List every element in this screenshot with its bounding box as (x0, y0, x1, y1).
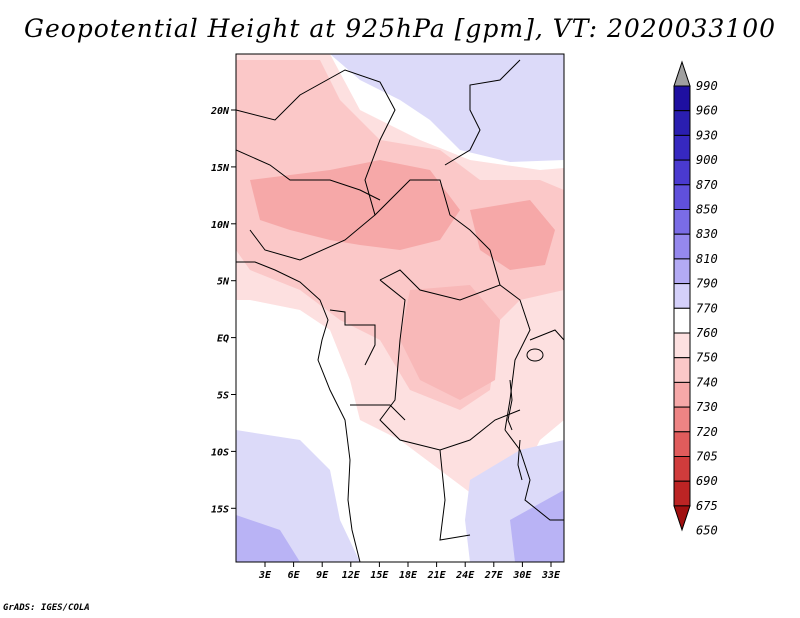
colorbar-swatch (673, 85, 691, 112)
colorbar-arrow-bottom (673, 505, 691, 532)
lat-label: 5N (217, 277, 230, 288)
colorbar-swatch (673, 480, 691, 507)
colorbar-swatch (673, 406, 691, 433)
colorbar: 990 960 930 900 870 850 830 810 790 770 760 750 740 7… (673, 60, 718, 538)
lon-label: 24E (455, 570, 475, 581)
colorbar-swatch (673, 307, 691, 334)
credit-label: GrADS: IGES/COLA (3, 603, 90, 613)
colorbar-label: 720 (696, 425, 718, 439)
colorbar-label: 960 (696, 104, 718, 118)
colorbar-label: 730 (696, 400, 718, 414)
lakes (507, 348, 544, 481)
lon-label: 21E (427, 570, 447, 581)
chart-title: Geopotential Height at 925hPa [gpm], VT:… (23, 14, 777, 43)
colorbar-label: 990 (696, 79, 718, 93)
colorbar-label: 740 (696, 375, 718, 389)
colorbar-label: 830 (696, 227, 718, 241)
lon-label: 9E (316, 570, 329, 581)
colorbar-label: 705 (696, 450, 718, 464)
colorbar-arrow-top (673, 60, 691, 87)
lon-label: 18E (399, 570, 418, 581)
lon-label: 30E (512, 570, 532, 581)
lat-label: 15N (211, 163, 230, 174)
colorbar-swatch (673, 431, 691, 457)
lat-label: 5S (217, 391, 229, 402)
lat-axis: 20N 15N 10N 5N EQ 5S 10S 15S (210, 106, 236, 515)
lat-label: 10N (211, 220, 230, 231)
colorbar-swatch (673, 332, 691, 359)
colorbar-label: 675 (696, 499, 718, 513)
colorbar-swatch (673, 381, 691, 408)
lon-axis: 3E 6E 9E 12E 15E 18E 21E 24E 27E 30E 33E (258, 562, 561, 581)
colorbar-swatch (673, 209, 691, 235)
colorbar-label: 770 (696, 301, 718, 315)
lon-label: 3E (258, 570, 272, 581)
colorbar-label: 900 (696, 153, 718, 167)
colorbar-swatch (673, 134, 691, 161)
lon-label: 33E (541, 570, 561, 581)
colorbar-label: 750 (696, 351, 718, 365)
colorbar-swatch (673, 283, 691, 309)
colorbar-label: 870 (696, 178, 718, 192)
lon-label: 6E (288, 570, 301, 581)
lat-label: 15S (211, 504, 229, 515)
colorbar-swatch (673, 110, 691, 136)
map-area (235, 53, 565, 563)
lon-label: 12E (342, 570, 361, 581)
lon-label: 27E (484, 570, 504, 581)
colorbar-label: 690 (696, 474, 718, 488)
colorbar-swatch (673, 159, 691, 186)
colorbar-swatch (673, 258, 691, 285)
coastlines-borders (236, 59, 564, 562)
lat-label: EQ (217, 334, 229, 345)
colorbar-label: 790 (696, 277, 718, 291)
contour-730-zone-east (470, 200, 555, 270)
contour-790-zone-sw (236, 515, 300, 562)
contour-790-zone-se (510, 490, 564, 562)
contour-770-zone-ne (330, 54, 564, 162)
map-frame (235, 53, 565, 563)
colorbar-label: 850 (696, 203, 718, 217)
contour-730-zone-congo (400, 285, 500, 400)
colorbar-label: 930 (696, 128, 718, 142)
colorbar-label: 810 (696, 252, 718, 266)
lon-label: 15E (370, 570, 389, 581)
colorbar-label: 760 (696, 326, 718, 340)
colorbar-label: 650 (696, 524, 718, 538)
lat-label: 10S (211, 447, 229, 458)
colorbar-swatch (673, 357, 691, 383)
colorbar-swatch (673, 184, 691, 211)
colorbar-swatch (673, 233, 691, 260)
lat-label: 20N (210, 106, 230, 117)
colorbar-swatch (673, 456, 691, 482)
